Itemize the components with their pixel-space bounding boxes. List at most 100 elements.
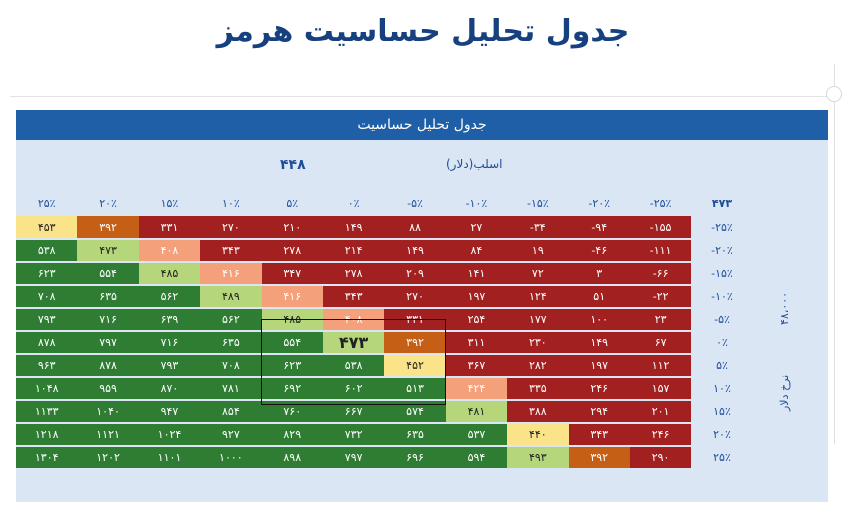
table-cell: ۴۰۸ bbox=[322, 308, 385, 332]
table-cell: ۴۸۵ bbox=[138, 262, 201, 286]
table-cell: ۵۶۲ bbox=[200, 308, 262, 332]
table-cell: ۶۶۷ bbox=[322, 400, 385, 424]
table-cell: ۲۷ bbox=[445, 216, 508, 240]
table-cell: ۴۵۳ bbox=[16, 216, 78, 240]
table-cell: ۸۸ bbox=[384, 216, 446, 240]
table-cell: ۴۸۹ bbox=[200, 285, 262, 309]
table-cell: ۴۱۶ bbox=[200, 262, 262, 286]
table-cell: ۸۷۸ bbox=[16, 331, 78, 355]
table-cell: ۳۴۳ bbox=[322, 285, 385, 309]
table-row: ۱۲۱۸ ۱۱۲۱ ۱۰۲۴ ۹۲۷ ۸۲۹ ۷۳۲ ۶۳۵ ۵۳۷ ۴۴۰ ۳۴۳ ۲۴۶ ۲۰٪ bbox=[16, 423, 753, 447]
table-cell: ۹۴۷ bbox=[138, 400, 201, 424]
column-header-row: ۲۵٪ ۲۰٪ ۱۵٪ ۱۰٪ ۵٪ ۰٪ -۵٪ -۱۰٪ -۱۵٪ -۲۰٪ -۲۵٪ ۴۷۳ bbox=[16, 190, 753, 216]
table-cell: ۱۰۴۰ bbox=[77, 400, 139, 424]
table-cell: -۲۲ bbox=[629, 285, 692, 309]
table-cell: ۳۹۲ bbox=[384, 331, 446, 355]
table-cell: ۷۲ bbox=[507, 262, 569, 286]
table-cell: ۱۳۰۴ bbox=[16, 446, 78, 470]
table-cell: ۲۹۴ bbox=[568, 400, 630, 424]
table-cell: ۲۳۰ bbox=[507, 331, 569, 355]
table-cell: ۳۴۷ bbox=[261, 262, 323, 286]
table-cell: ۷۶۰ bbox=[261, 400, 323, 424]
table-cell: ۵۱۳ bbox=[384, 377, 446, 401]
table-cell: ۱۱۳۳ bbox=[16, 400, 78, 424]
table-cell: ۳۳۵ bbox=[507, 377, 569, 401]
column-header: -۲۰٪ bbox=[588, 196, 611, 210]
table-cell: ۷۰۸ bbox=[16, 285, 78, 309]
column-header: -۵٪ bbox=[407, 196, 423, 210]
table-row: ۹۶۳ ۸۷۸ ۷۹۳ ۷۰۸ ۶۲۳ ۵۳۸ ۴۵۲ ۳۶۷ ۲۸۲ ۱۹۷ ۱۱۲ ۵٪ bbox=[16, 354, 753, 378]
row-label: ۲۰٪ bbox=[691, 423, 753, 447]
row-label: -۱۰٪ bbox=[691, 285, 753, 309]
table-cell: ۸۷۸ bbox=[77, 354, 139, 378]
table-cell: ۳۱۱ bbox=[445, 331, 508, 355]
table-cell: ۴۱۶ bbox=[261, 285, 323, 309]
row-label: -۵٪ bbox=[691, 308, 753, 332]
page-marker-circle bbox=[826, 86, 842, 102]
table-row: ۷۰۸ ۶۳۵ ۵۶۲ ۴۸۹ ۴۱۶ ۳۴۳ ۲۷۰ ۱۹۷ ۱۲۴ ۵۱ -۲۲ -۱۰٪ bbox=[16, 285, 753, 309]
table-cell: ۴۲۴ bbox=[445, 377, 508, 401]
table-cell: ۳۹۲ bbox=[568, 446, 630, 470]
side-axis-label: نرخ دلار bbox=[778, 374, 791, 412]
table-cell: ۱۲۴ bbox=[507, 285, 569, 309]
row-label: -۲۰٪ bbox=[691, 239, 753, 263]
table-cell: ۹۶۳ bbox=[16, 354, 78, 378]
table-row: ۶۲۳ ۵۵۴ ۴۸۵ ۴۱۶ ۳۴۷ ۲۷۸ ۲۰۹ ۱۴۱ ۷۲ ۳ -۶۶ -۱۵٪ bbox=[16, 262, 753, 286]
row-label: ۵٪ bbox=[691, 354, 753, 378]
table-cell: ۲۸۲ bbox=[507, 354, 569, 378]
table-cell: ۹۲۷ bbox=[200, 423, 262, 447]
page-title: جدول تحلیل حساسیت هرمز bbox=[216, 14, 630, 49]
side-base-value: ۴۸،۰۰۰ bbox=[778, 291, 791, 325]
table-cell: ۷۳۲ bbox=[322, 423, 385, 447]
row-label: -۱۵٪ bbox=[691, 262, 753, 286]
table-cell: ۴۴۰ bbox=[507, 423, 569, 447]
table-cell: ۳۹۲ bbox=[77, 216, 139, 240]
table-cell: ۲۳ bbox=[629, 308, 692, 332]
top-axis-label: اسلب(دلار) bbox=[446, 157, 503, 171]
table-cell: ۱۰۰ bbox=[568, 308, 630, 332]
table-cell: ۳ bbox=[568, 262, 630, 286]
column-header: ۱۵٪ bbox=[160, 196, 179, 210]
table-cell: ۱۷۷ bbox=[507, 308, 569, 332]
table-row: ۱۳۰۴ ۱۲۰۲ ۱۱۰۱ ۱۰۰۰ ۸۹۸ ۷۹۷ ۶۹۶ ۵۹۴ ۴۹۳ ۳۹۲ ۲۹۰ ۲۵٪ bbox=[16, 446, 753, 470]
sensitivity-table: ۲۵٪ ۲۰٪ ۱۵٪ ۱۰٪ ۵٪ ۰٪ -۵٪ -۱۰٪ -۱۵٪ -۲۰٪ -۲۵٪ ۴۷۳ ۴… bbox=[16, 190, 753, 470]
table-cell: -۱۵۵ bbox=[629, 216, 692, 240]
table-cell: ۳۸۸ bbox=[507, 400, 569, 424]
table-cell: ۱۲۱۸ bbox=[16, 423, 78, 447]
table-cell: ۶۹۲ bbox=[261, 377, 323, 401]
table-cell: ۲۷۸ bbox=[322, 262, 385, 286]
table-row: ۱۱۳۳ ۱۰۴۰ ۹۴۷ ۸۵۴ ۷۶۰ ۶۶۷ ۵۷۴ ۴۸۱ ۳۸۸ ۲۹۴ ۲۰۱ ۱۵٪ bbox=[16, 400, 753, 424]
table-cell: ۳۳۱ bbox=[138, 216, 201, 240]
table-cell: ۶۳۵ bbox=[200, 331, 262, 355]
table-cell: ۹۵۹ bbox=[77, 377, 139, 401]
table-row: ۷۹۳ ۷۱۶ ۶۳۹ ۵۶۲ ۴۸۵ ۴۰۸ ۳۳۱ ۲۵۴ ۱۷۷ ۱۰۰ ۲۳ -۵٪ bbox=[16, 308, 753, 332]
table-cell: -۳۴ bbox=[507, 216, 569, 240]
corner-value: ۴۷۳ bbox=[711, 196, 733, 210]
table-cell: ۶۲۳ bbox=[261, 354, 323, 378]
table-cell: ۶۷ bbox=[629, 331, 692, 355]
table-cell: ۸۷۰ bbox=[138, 377, 201, 401]
table-cell: ۱۰۴۸ bbox=[16, 377, 78, 401]
table-cell: ۱۴۱ bbox=[445, 262, 508, 286]
column-header: ۵٪ bbox=[286, 196, 299, 210]
table-cell: ۳۳۱ bbox=[384, 308, 446, 332]
table-cell: ۲۰۹ bbox=[384, 262, 446, 286]
table-cell: -۱۱۱ bbox=[629, 239, 692, 263]
sensitivity-card: جدول تحلیل حساسیت ۴۴۸ اسلب(دلار) ۲۵٪ ۲۰٪ ۱… bbox=[16, 110, 828, 502]
table-cell: ۲۱۰ bbox=[261, 216, 323, 240]
column-header: ۲۵٪ bbox=[37, 196, 56, 210]
table-cell: ۱۰۲۴ bbox=[138, 423, 201, 447]
table-cell: ۳۴۳ bbox=[568, 423, 630, 447]
table-cell: ۲۷۰ bbox=[384, 285, 446, 309]
table-cell: ۲۰۱ bbox=[629, 400, 692, 424]
column-header: ۲۰٪ bbox=[99, 196, 117, 210]
table-cell: ۱۱۲۱ bbox=[77, 423, 139, 447]
table-cell: ۵۱ bbox=[568, 285, 630, 309]
table-cell: ۵۳۷ bbox=[445, 423, 508, 447]
table-cell: ۶۰۲ bbox=[322, 377, 385, 401]
top-base-value: ۴۴۸ bbox=[280, 157, 306, 173]
table-cell: ۴۷۳ bbox=[77, 239, 139, 263]
table-cell: ۱۴۹ bbox=[568, 331, 630, 355]
table-cell: ۷۹۳ bbox=[16, 308, 78, 332]
table-cell: ۷۹۳ bbox=[138, 354, 201, 378]
